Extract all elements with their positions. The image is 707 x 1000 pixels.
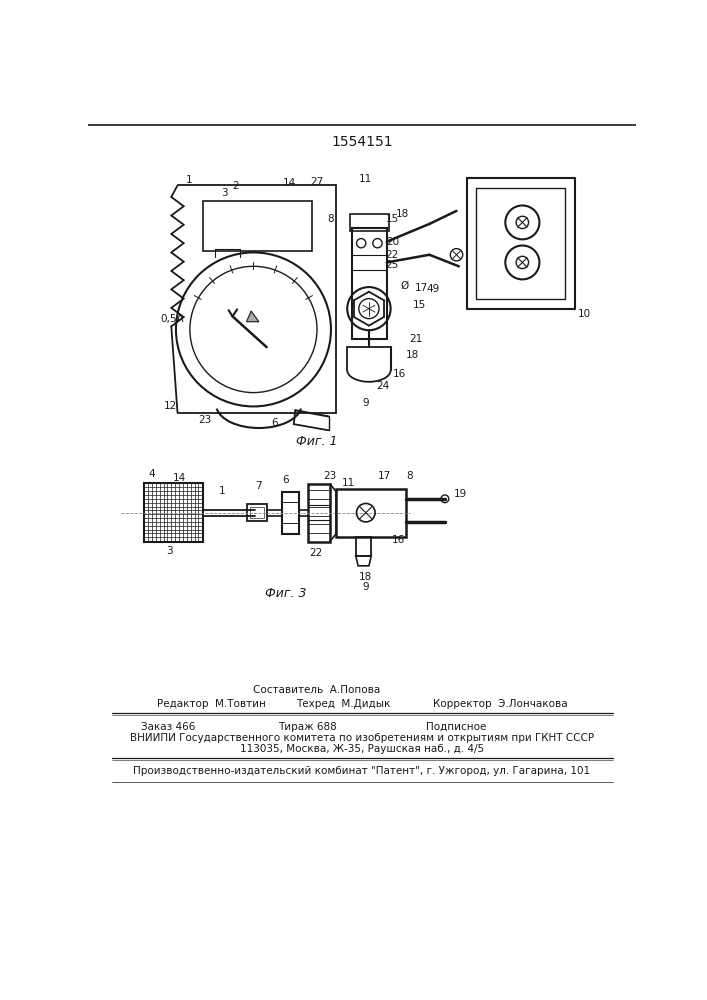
Text: 7: 7 <box>255 481 262 491</box>
Bar <box>337 489 406 537</box>
Text: Подписное: Подписное <box>426 722 486 732</box>
Text: 18: 18 <box>396 209 409 219</box>
Text: 18: 18 <box>406 350 419 360</box>
Text: Ø: Ø <box>400 281 409 291</box>
Text: 17: 17 <box>415 283 428 293</box>
Text: 12: 12 <box>164 401 177 411</box>
Text: 11: 11 <box>342 478 356 488</box>
Bar <box>247 504 267 521</box>
Text: 8: 8 <box>327 214 334 224</box>
Bar <box>352 228 387 339</box>
Bar <box>308 484 330 542</box>
Text: Производственно-издательский комбинат "Патент", г. Ужгород, ул. Гагарина, 101: Производственно-издательский комбинат "П… <box>134 766 590 776</box>
Text: 23: 23 <box>198 415 211 425</box>
Text: Редактор  М.Товтин: Редактор М.Товтин <box>156 699 265 709</box>
Bar <box>356 537 371 556</box>
Bar <box>250 507 264 518</box>
Text: 8: 8 <box>407 471 414 481</box>
Text: 14: 14 <box>173 473 187 483</box>
Text: 27: 27 <box>310 177 324 187</box>
Text: Тираж 688: Тираж 688 <box>279 722 337 732</box>
Text: 21: 21 <box>409 334 422 344</box>
Text: 19: 19 <box>454 489 467 499</box>
Text: 9: 9 <box>363 398 369 408</box>
Text: 14: 14 <box>284 178 296 188</box>
Text: Фиг. 3: Фиг. 3 <box>265 587 307 600</box>
Bar <box>144 483 203 542</box>
Text: 18: 18 <box>359 572 373 582</box>
Text: 1: 1 <box>186 175 192 185</box>
Text: 15: 15 <box>413 300 426 310</box>
Bar <box>203 201 312 251</box>
Text: 11: 11 <box>359 174 373 184</box>
Text: 24: 24 <box>376 381 390 391</box>
Text: 0,5А: 0,5А <box>160 314 184 324</box>
Text: Фиг. 1: Фиг. 1 <box>296 435 338 448</box>
Text: 49: 49 <box>426 284 440 294</box>
Text: 17: 17 <box>378 471 391 481</box>
Text: 1554151: 1554151 <box>331 135 393 149</box>
Text: 2: 2 <box>233 181 239 191</box>
Text: 3: 3 <box>221 188 228 198</box>
Text: Составитель  А.Попова: Составитель А.Попова <box>253 685 380 695</box>
Text: 3: 3 <box>166 546 173 556</box>
Text: 6: 6 <box>282 475 288 485</box>
Text: 25: 25 <box>385 260 399 270</box>
Text: 9: 9 <box>363 582 369 592</box>
Text: 16: 16 <box>393 369 407 379</box>
Text: 6: 6 <box>271 418 278 428</box>
Text: Техред  М.Дидык: Техред М.Дидык <box>296 699 390 709</box>
Text: ВНИИПИ Государственного комитета по изобретениям и открытиям при ГКНТ СССР: ВНИИПИ Государственного комитета по изоб… <box>130 733 594 743</box>
Text: 20: 20 <box>387 237 399 247</box>
Text: 22: 22 <box>385 250 399 260</box>
Text: 16: 16 <box>392 535 405 545</box>
Text: Корректор  Э.Лончакова: Корректор Э.Лончакова <box>433 699 568 709</box>
Bar <box>282 492 299 534</box>
Text: 10: 10 <box>578 309 591 319</box>
Text: 23: 23 <box>324 471 337 481</box>
Text: 1: 1 <box>218 486 225 496</box>
Polygon shape <box>247 311 259 322</box>
Text: 4: 4 <box>148 469 156 479</box>
Text: 113035, Москва, Ж-35, Раушская наб., д. 4/5: 113035, Москва, Ж-35, Раушская наб., д. … <box>240 744 484 754</box>
Text: 15: 15 <box>385 214 399 224</box>
Text: Заказ 466: Заказ 466 <box>141 722 195 732</box>
Text: 22: 22 <box>310 548 323 558</box>
Bar <box>349 214 389 231</box>
